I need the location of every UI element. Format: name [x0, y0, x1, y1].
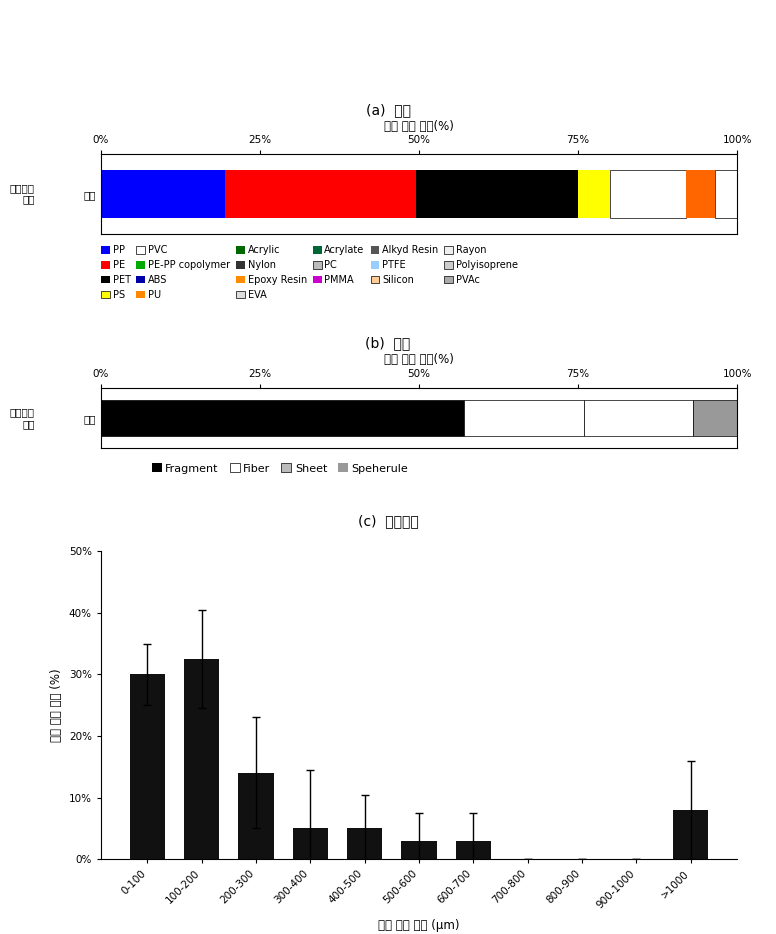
Bar	[686, 170, 715, 218]
Bar	[463, 400, 584, 436]
Y-axis label: 분석대상
종국: 분석대상 종국	[10, 407, 35, 429]
Bar	[101, 170, 225, 218]
Legend: PP, PE, PET, PS, PVC, PE-PP copolymer, ABS, PU, Acrylic, Nylon, Epoxy Resin, EVA: PP, PE, PET, PS, PVC, PE-PP copolymer, A…	[101, 246, 518, 300]
Bar	[238, 773, 274, 859]
Y-axis label: 평균 크기 분포 (%): 평균 크기 분포 (%)	[50, 669, 64, 742]
Y-axis label: 분석대상
종국: 분석대상 종국	[10, 183, 35, 205]
Bar	[293, 828, 328, 859]
Bar	[416, 170, 578, 218]
Bar	[578, 170, 610, 218]
Text: (b)  형태: (b) 형태	[365, 336, 411, 350]
Text: (c)  크기분포: (c) 크기분포	[358, 514, 418, 528]
X-axis label: 평균 검출 크기 (μm): 평균 검출 크기 (μm)	[378, 919, 460, 932]
Bar	[401, 841, 437, 859]
Text: (a)  재질: (a) 재질	[365, 103, 411, 117]
X-axis label: 형태 구성 비율(%): 형태 구성 비율(%)	[384, 353, 454, 366]
Bar	[101, 400, 463, 436]
Bar	[184, 659, 220, 859]
Bar	[225, 170, 416, 218]
Legend: Fragment, Fiber, Sheet, Speherule: Fragment, Fiber, Sheet, Speherule	[152, 463, 408, 474]
Bar	[610, 170, 686, 218]
Bar	[715, 170, 737, 218]
Bar	[673, 810, 708, 859]
Bar	[693, 400, 737, 436]
Bar	[130, 674, 165, 859]
X-axis label: 재질 구성 비율(%): 재질 구성 비율(%)	[384, 120, 454, 133]
Bar	[584, 400, 693, 436]
Bar	[347, 828, 383, 859]
Bar	[456, 841, 491, 859]
